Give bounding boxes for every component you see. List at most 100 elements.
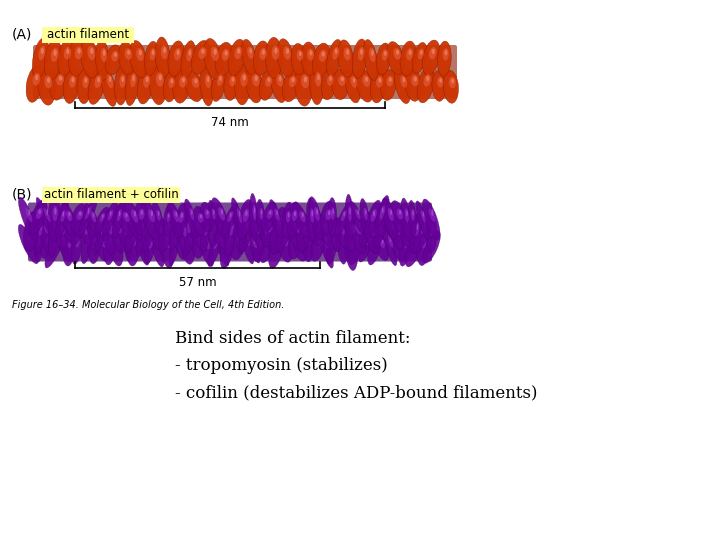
- Ellipse shape: [343, 48, 351, 60]
- Ellipse shape: [59, 76, 62, 80]
- Ellipse shape: [125, 48, 132, 60]
- Ellipse shape: [319, 50, 327, 62]
- Ellipse shape: [259, 208, 264, 220]
- Ellipse shape: [416, 224, 418, 230]
- Ellipse shape: [301, 75, 309, 88]
- Ellipse shape: [224, 209, 237, 256]
- Ellipse shape: [310, 50, 312, 56]
- Ellipse shape: [284, 46, 291, 59]
- Ellipse shape: [39, 222, 42, 236]
- Ellipse shape: [330, 215, 341, 252]
- Ellipse shape: [268, 78, 271, 82]
- Ellipse shape: [230, 227, 244, 260]
- Ellipse shape: [360, 199, 370, 237]
- Ellipse shape: [247, 46, 253, 59]
- Ellipse shape: [390, 236, 392, 242]
- Ellipse shape: [116, 204, 134, 236]
- Ellipse shape: [406, 48, 413, 60]
- Ellipse shape: [19, 197, 38, 242]
- Ellipse shape: [167, 201, 183, 239]
- Ellipse shape: [395, 69, 410, 104]
- Ellipse shape: [145, 77, 149, 82]
- Ellipse shape: [351, 237, 354, 243]
- Ellipse shape: [379, 239, 385, 248]
- Ellipse shape: [331, 207, 335, 220]
- Ellipse shape: [107, 74, 113, 88]
- Ellipse shape: [60, 226, 63, 230]
- Ellipse shape: [302, 212, 304, 217]
- Ellipse shape: [269, 221, 286, 268]
- Ellipse shape: [344, 213, 357, 252]
- Ellipse shape: [355, 221, 362, 234]
- Text: Bind sides of actin filament:: Bind sides of actin filament:: [175, 330, 410, 347]
- Ellipse shape: [186, 236, 192, 248]
- Ellipse shape: [379, 226, 383, 235]
- Ellipse shape: [306, 198, 316, 242]
- Ellipse shape: [156, 72, 163, 86]
- Ellipse shape: [301, 42, 317, 76]
- Ellipse shape: [205, 225, 207, 230]
- Ellipse shape: [77, 69, 91, 104]
- Ellipse shape: [402, 77, 405, 83]
- Ellipse shape: [112, 200, 125, 238]
- Text: - cofilin (destabilizes ADP-bound filaments): - cofilin (destabilizes ADP-bound filame…: [175, 384, 538, 401]
- Ellipse shape: [269, 210, 271, 215]
- Ellipse shape: [58, 39, 74, 76]
- Ellipse shape: [100, 213, 105, 222]
- Ellipse shape: [47, 77, 50, 83]
- Ellipse shape: [68, 224, 71, 228]
- Ellipse shape: [275, 232, 282, 248]
- Ellipse shape: [335, 49, 338, 54]
- Ellipse shape: [194, 78, 198, 83]
- Ellipse shape: [222, 204, 238, 237]
- Ellipse shape: [397, 208, 403, 220]
- Ellipse shape: [186, 48, 192, 61]
- Ellipse shape: [150, 211, 153, 217]
- Ellipse shape: [349, 201, 365, 234]
- Ellipse shape: [370, 69, 386, 103]
- Ellipse shape: [47, 209, 48, 215]
- Ellipse shape: [77, 237, 78, 242]
- Ellipse shape: [356, 69, 374, 102]
- Ellipse shape: [336, 223, 348, 264]
- Ellipse shape: [45, 220, 48, 227]
- Ellipse shape: [235, 235, 240, 246]
- Ellipse shape: [355, 234, 361, 247]
- Ellipse shape: [123, 212, 130, 222]
- Ellipse shape: [174, 203, 187, 238]
- Ellipse shape: [362, 75, 370, 87]
- Ellipse shape: [36, 198, 57, 241]
- Ellipse shape: [269, 200, 283, 238]
- Ellipse shape: [271, 67, 287, 103]
- Ellipse shape: [338, 75, 346, 86]
- Ellipse shape: [369, 48, 375, 62]
- Ellipse shape: [250, 193, 258, 241]
- Ellipse shape: [41, 230, 53, 259]
- Ellipse shape: [423, 237, 425, 243]
- Ellipse shape: [365, 233, 372, 246]
- Ellipse shape: [400, 226, 413, 266]
- Text: - tropomyosin (stabilizes): - tropomyosin (stabilizes): [175, 357, 388, 374]
- Ellipse shape: [168, 214, 169, 218]
- Ellipse shape: [294, 220, 297, 227]
- Ellipse shape: [38, 209, 41, 214]
- Ellipse shape: [399, 239, 401, 244]
- Ellipse shape: [91, 211, 96, 222]
- Ellipse shape: [218, 207, 225, 221]
- Ellipse shape: [181, 222, 186, 237]
- Ellipse shape: [261, 214, 276, 247]
- Ellipse shape: [168, 77, 175, 88]
- Ellipse shape: [104, 226, 116, 265]
- Ellipse shape: [127, 50, 130, 55]
- Ellipse shape: [192, 40, 210, 74]
- Ellipse shape: [320, 201, 335, 235]
- Ellipse shape: [192, 77, 199, 88]
- Ellipse shape: [407, 225, 410, 229]
- Ellipse shape: [374, 233, 380, 246]
- Ellipse shape: [408, 50, 412, 55]
- Ellipse shape: [88, 207, 89, 214]
- Ellipse shape: [60, 210, 66, 222]
- Ellipse shape: [102, 201, 117, 236]
- Ellipse shape: [379, 205, 385, 219]
- Ellipse shape: [345, 194, 354, 242]
